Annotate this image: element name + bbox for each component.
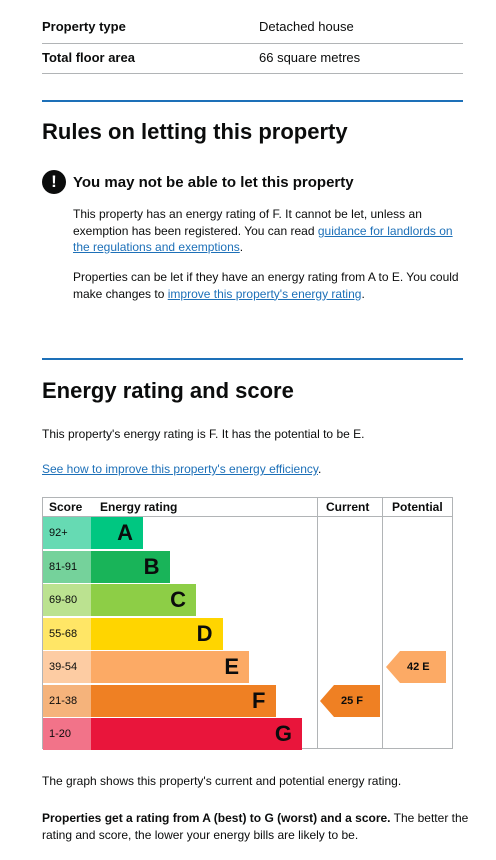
score-cell: 21-38 <box>43 684 91 717</box>
rating-letter: C <box>170 587 186 612</box>
rating-letter: D <box>196 620 213 646</box>
header-energy-rating: Energy rating <box>100 500 178 514</box>
chart-caption: The graph shows this property's current … <box>42 774 402 788</box>
rating-letter: F <box>252 687 266 713</box>
energy-link-paragraph: See how to improve this property's energ… <box>42 461 463 478</box>
section-divider <box>42 358 463 360</box>
rating-note: Properties get a rating from A (best) to… <box>42 810 472 843</box>
column-divider <box>317 498 318 748</box>
improve-rating-link[interactable]: improve this property's energy rating <box>167 286 362 301</box>
summary-row-floor-area: Total floor area 66 square metres <box>42 43 463 74</box>
rules-text-end: . <box>361 286 365 301</box>
summary-key: Property type <box>42 19 126 34</box>
exclamation-icon: ! <box>42 170 66 194</box>
warning-title: You may not be able to let this property <box>73 174 354 191</box>
rating-letter: G <box>274 721 292 746</box>
header-divider <box>43 516 452 517</box>
rules-heading: Rules on letting this property <box>42 119 348 144</box>
rating-bar-d: D <box>91 617 223 650</box>
rating-bar-e: E <box>91 651 249 683</box>
potential-rating-arrow-label: 42 E <box>407 661 430 673</box>
score-cell: 39-54 <box>43 651 91 683</box>
potential-rating-arrow-polygon <box>386 651 446 683</box>
rating-bar-b: B <box>91 550 170 583</box>
potential-rating-arrow: 42 E <box>386 651 446 683</box>
section-divider <box>42 100 463 102</box>
column-divider <box>382 498 383 748</box>
summary-key: Total floor area <box>42 50 135 65</box>
current-rating-arrow-label: 25 F <box>341 694 364 707</box>
rating-bar-c: C <box>91 584 196 616</box>
improve-efficiency-link[interactable]: See how to improve this property's energ… <box>42 462 318 476</box>
rating-letter: A <box>117 520 133 545</box>
header-current: Current <box>326 500 370 514</box>
header-potential: Potential <box>392 500 443 514</box>
summary-row-property-type: Property type Detached house <box>42 13 463 44</box>
current-rating-arrow: 25 F <box>320 684 380 717</box>
energy-intro: This property's energy rating is F. It h… <box>42 427 365 441</box>
rating-note-rest: The better the rating and score, the low… <box>42 811 469 842</box>
summary-value: 66 square metres <box>259 50 361 65</box>
potential-rating-arrow-shape <box>386 651 446 683</box>
score-cell: 92+ <box>43 517 91 549</box>
rating-letter: E <box>224 654 239 679</box>
score-cell: 81-91 <box>43 550 91 583</box>
rating-note-bold: Properties get a rating from A (best) to… <box>42 811 391 825</box>
rating-bar-f: F <box>91 684 276 717</box>
energy-rating-chart: Score Energy rating Current Potential 92… <box>42 497 453 750</box>
rules-paragraph-1: This property has an energy rating of F.… <box>73 206 463 256</box>
rules-text: This property has an energy rating of F.… <box>73 207 422 238</box>
summary-value: Detached house <box>259 19 354 34</box>
rating-bar-a: A <box>91 517 143 549</box>
current-rating-arrow-polygon <box>320 684 380 717</box>
rating-letter: B <box>143 553 160 579</box>
energy-heading: Energy rating and score <box>42 378 294 403</box>
score-cell: 69-80 <box>43 584 91 616</box>
guidance-link[interactable]: guidance for landlords on the regulation… <box>73 223 453 255</box>
score-cell: 55-68 <box>43 617 91 650</box>
link-end: . <box>317 462 322 476</box>
rating-bar-g: G <box>91 718 302 750</box>
rules-paragraph-2: Properties can be let if they have an en… <box>73 269 463 302</box>
rules-text-end: . <box>239 240 244 254</box>
header-score: Score <box>49 500 83 514</box>
score-cell: 1-20 <box>43 718 91 750</box>
rules-text: Properties can be let if they have an en… <box>73 270 459 301</box>
current-rating-arrow-shape <box>320 684 380 717</box>
